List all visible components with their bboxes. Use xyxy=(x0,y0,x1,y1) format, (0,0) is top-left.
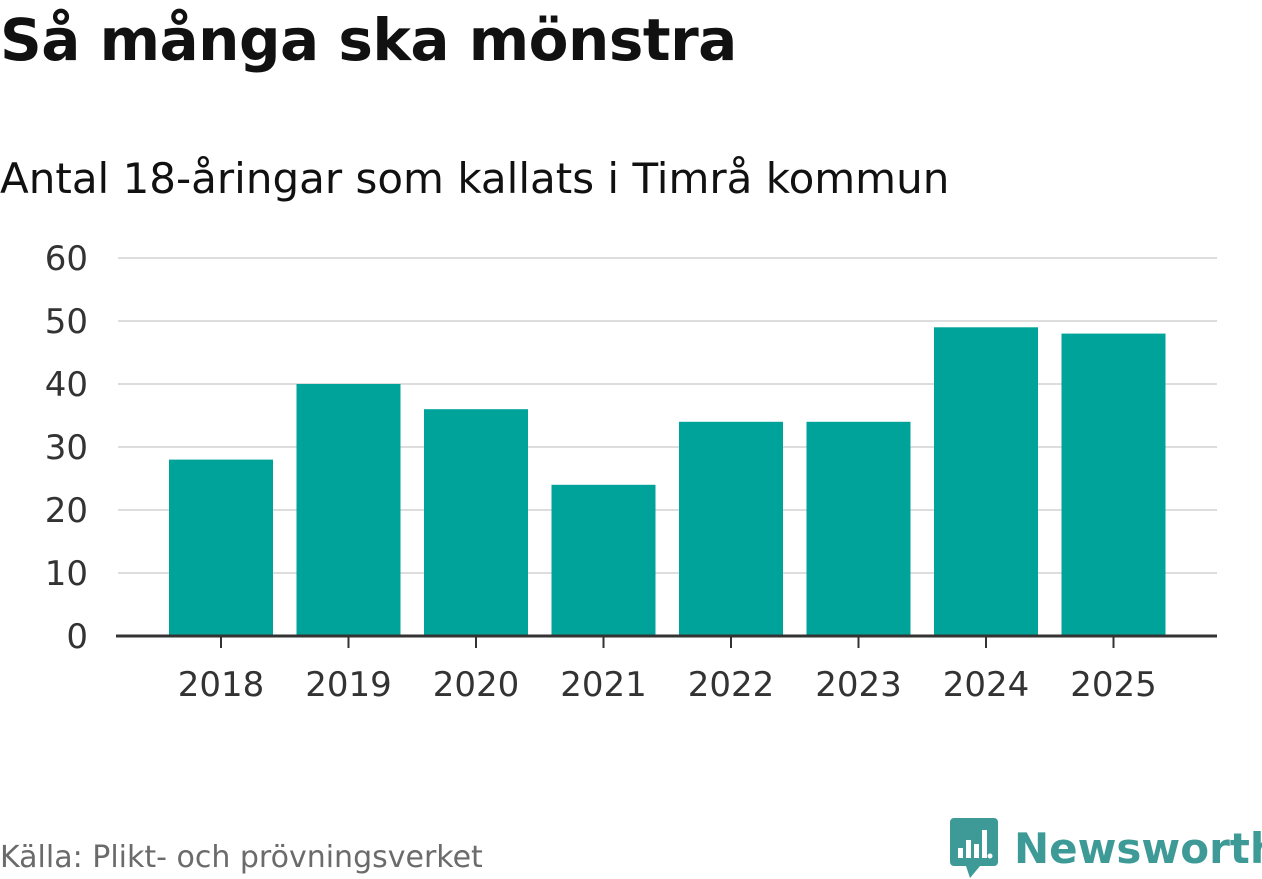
x-tick-label: 2021 xyxy=(560,665,647,705)
y-tick-label: 30 xyxy=(45,428,88,468)
bar-2025 xyxy=(1061,333,1166,636)
bars xyxy=(169,327,1166,636)
bar-2019 xyxy=(296,384,401,636)
bar-2024 xyxy=(934,327,1038,636)
chart-subtitle: Antal 18-åringar som kallats i Timrå kom… xyxy=(0,154,950,203)
x-tick-label: 2023 xyxy=(815,665,902,705)
grid-lines xyxy=(118,257,1217,574)
y-tick-label: 50 xyxy=(45,302,88,342)
x-tick-label: 2022 xyxy=(688,665,775,705)
y-tick-label: 10 xyxy=(45,554,88,594)
chart-title: Så många ska mönstra xyxy=(0,6,737,74)
brand: Newsworthy xyxy=(950,818,1262,878)
x-tick-label: 2025 xyxy=(1070,665,1157,705)
bar-2023 xyxy=(806,421,911,636)
x-tick-label: 2018 xyxy=(178,665,265,705)
y-tick-label: 20 xyxy=(45,491,88,531)
newsworthy-logo-icon xyxy=(950,818,998,878)
x-tick-label: 2024 xyxy=(943,665,1030,705)
x-tick-label: 2019 xyxy=(305,665,392,705)
source-note: Källa: Plikt- och prövningsverket xyxy=(0,840,483,875)
axes: 0 10 20 30 40 50 60 2018 2019 2020 2021 2022 2023 202… xyxy=(45,239,1217,705)
bar-2020 xyxy=(424,409,528,636)
x-tick-label: 2020 xyxy=(433,665,520,705)
y-tick-label: 40 xyxy=(45,365,88,405)
bar-2022 xyxy=(679,421,783,636)
bar-2018 xyxy=(169,459,273,636)
y-tick-label: 60 xyxy=(45,239,88,279)
bar-2021 xyxy=(551,484,656,636)
y-tick-label: 0 xyxy=(66,617,88,657)
brand-name: Newsworthy xyxy=(1014,823,1262,873)
